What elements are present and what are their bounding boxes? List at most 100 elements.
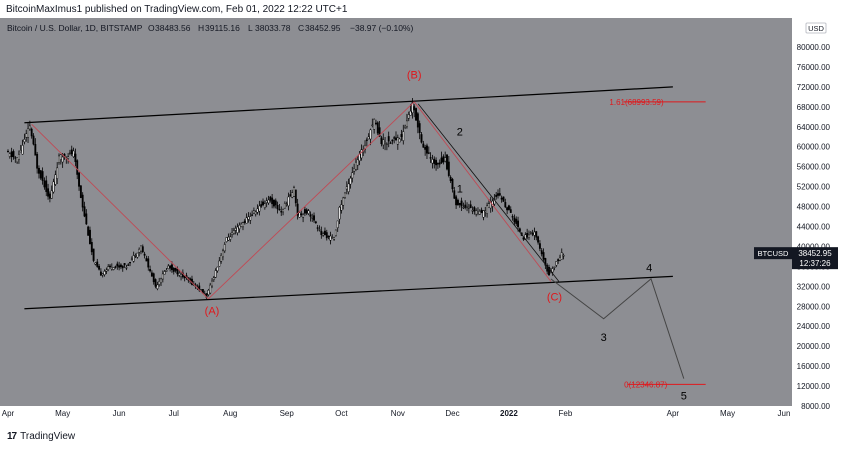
candle xyxy=(429,152,432,163)
wave-label: 2 xyxy=(457,127,463,139)
candle xyxy=(136,252,139,259)
candle xyxy=(347,178,350,195)
candle xyxy=(482,209,485,221)
candle xyxy=(422,140,425,148)
candle xyxy=(130,256,133,261)
candle-body xyxy=(322,233,325,236)
candle xyxy=(172,267,175,275)
candle-body xyxy=(61,156,64,163)
candle xyxy=(236,223,239,236)
candle-body xyxy=(324,230,326,236)
candle-body xyxy=(329,235,332,241)
candle-body xyxy=(225,237,228,242)
candle xyxy=(451,177,454,193)
candle-body xyxy=(504,202,507,208)
candle xyxy=(254,210,257,217)
candle-body xyxy=(389,142,392,144)
tradingview-footer[interactable]: 17 TradingView xyxy=(7,431,75,442)
candle xyxy=(380,135,383,147)
candle-body xyxy=(178,272,181,276)
candle-body xyxy=(544,258,547,266)
candle xyxy=(105,267,108,275)
y-tick-label: 52000.00 xyxy=(797,183,831,192)
candle xyxy=(8,152,11,159)
candle xyxy=(515,216,518,226)
candle-body xyxy=(212,277,215,280)
candle xyxy=(276,201,279,214)
candle-body xyxy=(493,198,496,205)
candle xyxy=(54,170,57,186)
candle-body xyxy=(413,106,416,111)
candle xyxy=(90,238,93,256)
candle xyxy=(553,266,556,271)
candle-body xyxy=(407,114,410,119)
candle-body xyxy=(276,205,279,210)
candle-body xyxy=(136,252,139,258)
candle-body xyxy=(147,258,150,268)
candle-body xyxy=(325,232,328,239)
candle-body xyxy=(169,265,172,269)
candle xyxy=(442,154,445,165)
candle-body xyxy=(36,153,39,169)
candle-body xyxy=(45,180,48,192)
candle xyxy=(150,270,153,277)
price-badge xyxy=(792,247,838,270)
candle xyxy=(391,139,394,145)
candle xyxy=(39,170,42,181)
candle xyxy=(158,277,161,287)
candle-body xyxy=(378,127,381,137)
candle-body xyxy=(145,258,148,262)
candle xyxy=(509,206,512,213)
candle-body xyxy=(484,210,487,213)
price-chart[interactable]: 1.61(68993.59) 0(12346.87) (A) (B) (C) 1 2 3 4 5… xyxy=(0,18,850,424)
y-tick-label: 64000.00 xyxy=(797,123,831,132)
candle xyxy=(256,204,259,215)
candle-body xyxy=(114,266,117,268)
candle-body xyxy=(19,150,22,153)
candle xyxy=(132,251,135,263)
candle xyxy=(209,282,212,295)
candle xyxy=(531,229,534,237)
candle-body xyxy=(400,134,403,138)
candle xyxy=(551,266,554,276)
candle-body xyxy=(123,263,126,266)
chart-area[interactable]: 1.61(68993.59) 0(12346.87) (A) (B) (C) 1 2 3 4 5… xyxy=(0,18,850,424)
x-tick-label: Nov xyxy=(391,409,405,418)
candle-body xyxy=(52,181,55,193)
candle-body xyxy=(289,194,292,197)
candle-body xyxy=(273,199,275,207)
candle xyxy=(464,200,467,210)
abc-line xyxy=(31,123,209,300)
candle xyxy=(212,275,215,283)
wave-label: 5 xyxy=(681,391,687,403)
y-tick-label: 44000.00 xyxy=(797,223,831,232)
candle xyxy=(528,230,530,240)
candle-body xyxy=(129,261,131,264)
candle xyxy=(384,137,387,151)
candle xyxy=(365,137,368,147)
candle-body xyxy=(150,272,153,277)
time-axis-panel xyxy=(0,406,850,424)
candle-body xyxy=(132,255,135,262)
wave-label: 1 xyxy=(457,184,463,196)
candle-body xyxy=(16,157,19,163)
candle xyxy=(145,255,148,262)
candle-body xyxy=(515,218,518,224)
candle-body xyxy=(260,204,263,207)
candle-body xyxy=(116,263,119,267)
ohlc-value: 38033.78 xyxy=(255,23,291,33)
candle-body xyxy=(12,151,15,158)
candle xyxy=(87,225,90,236)
candle xyxy=(129,261,131,267)
candle xyxy=(345,181,348,195)
candle xyxy=(395,131,397,141)
candle-body xyxy=(440,157,443,164)
candle xyxy=(477,207,479,216)
candle xyxy=(240,222,243,228)
candle-body xyxy=(158,281,161,285)
candle xyxy=(140,245,142,255)
candle-body xyxy=(85,213,88,225)
candle xyxy=(438,159,441,168)
candle xyxy=(94,262,97,266)
candle xyxy=(125,264,128,271)
